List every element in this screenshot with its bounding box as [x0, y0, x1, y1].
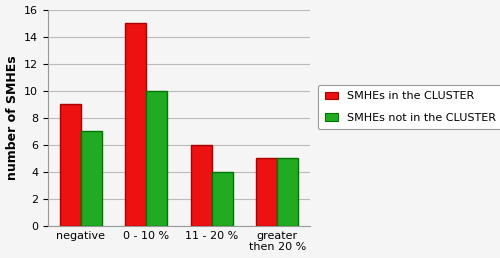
Bar	[60, 104, 81, 226]
Bar	[277, 158, 298, 226]
Bar	[146, 91, 167, 226]
Y-axis label: number of SMHEs: number of SMHEs	[6, 55, 18, 180]
Bar	[212, 172, 233, 226]
Legend: SMHEs in the CLUSTER, SMHEs not in the CLUSTER: SMHEs in the CLUSTER, SMHEs not in the C…	[318, 85, 500, 129]
Bar	[81, 131, 102, 226]
Bar	[126, 23, 146, 226]
Bar	[256, 158, 277, 226]
Bar	[191, 145, 212, 226]
